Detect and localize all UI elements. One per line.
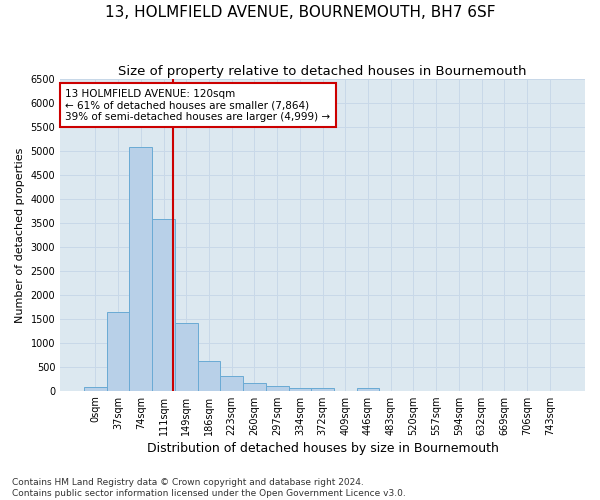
Bar [175, 322, 197, 390]
Text: 13 HOLMFIELD AVENUE: 120sqm
← 61% of detached houses are smaller (7,864)
39% of : 13 HOLMFIELD AVENUE: 120sqm ← 61% of det… [65, 88, 331, 122]
Bar [152, 219, 175, 390]
Bar [220, 376, 243, 390]
Bar [311, 388, 334, 390]
Bar [84, 387, 107, 390]
X-axis label: Distribution of detached houses by size in Bournemouth: Distribution of detached houses by size … [146, 442, 499, 455]
Title: Size of property relative to detached houses in Bournemouth: Size of property relative to detached ho… [118, 65, 527, 78]
Bar [356, 388, 379, 390]
Bar [289, 388, 311, 390]
Bar [266, 386, 289, 390]
Y-axis label: Number of detached properties: Number of detached properties [15, 147, 25, 322]
Text: 13, HOLMFIELD AVENUE, BOURNEMOUTH, BH7 6SF: 13, HOLMFIELD AVENUE, BOURNEMOUTH, BH7 6… [105, 5, 495, 20]
Text: Contains HM Land Registry data © Crown copyright and database right 2024.
Contai: Contains HM Land Registry data © Crown c… [12, 478, 406, 498]
Bar [130, 147, 152, 390]
Bar [243, 384, 266, 390]
Bar [107, 312, 130, 390]
Bar [197, 361, 220, 390]
